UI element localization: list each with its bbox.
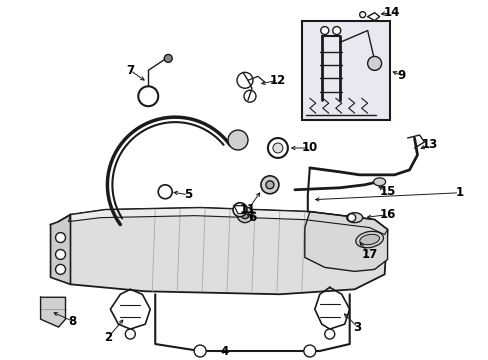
Circle shape [303, 345, 315, 357]
Circle shape [233, 203, 246, 217]
Circle shape [332, 27, 340, 35]
Text: 14: 14 [383, 6, 399, 19]
Circle shape [227, 130, 247, 150]
Circle shape [320, 27, 328, 35]
Polygon shape [50, 215, 70, 284]
Ellipse shape [346, 213, 362, 222]
Circle shape [265, 181, 273, 189]
Ellipse shape [373, 178, 385, 186]
Circle shape [158, 185, 172, 199]
Text: 9: 9 [397, 69, 405, 82]
Polygon shape [59, 208, 387, 294]
Text: 17: 17 [361, 248, 377, 261]
Circle shape [237, 72, 252, 88]
Text: 2: 2 [104, 330, 112, 343]
Text: 7: 7 [126, 64, 134, 77]
Text: 12: 12 [269, 74, 285, 87]
Circle shape [359, 12, 365, 18]
Text: 5: 5 [183, 188, 192, 201]
Text: 13: 13 [421, 139, 437, 152]
Circle shape [261, 176, 278, 194]
Circle shape [56, 249, 65, 260]
Text: 11: 11 [240, 203, 256, 216]
Text: 15: 15 [379, 185, 395, 198]
Text: 8: 8 [68, 315, 77, 328]
Text: 6: 6 [247, 211, 256, 224]
Circle shape [56, 265, 65, 274]
Circle shape [138, 86, 158, 106]
Circle shape [56, 233, 65, 243]
Circle shape [324, 329, 334, 339]
Circle shape [164, 54, 172, 62]
Circle shape [272, 143, 283, 153]
Polygon shape [68, 208, 387, 235]
Circle shape [267, 138, 287, 158]
Bar [301, 21, 389, 120]
Circle shape [237, 207, 252, 222]
Text: 16: 16 [379, 208, 395, 221]
Circle shape [244, 90, 255, 102]
Circle shape [367, 57, 381, 70]
Circle shape [347, 214, 355, 222]
Circle shape [241, 211, 248, 219]
Text: 3: 3 [353, 321, 361, 334]
Text: 1: 1 [454, 186, 463, 199]
Ellipse shape [355, 231, 383, 248]
Circle shape [194, 345, 205, 357]
Polygon shape [304, 212, 387, 271]
Circle shape [125, 329, 135, 339]
Text: 10: 10 [301, 141, 317, 154]
Text: 4: 4 [221, 345, 229, 357]
Ellipse shape [359, 234, 379, 245]
Polygon shape [41, 297, 65, 327]
